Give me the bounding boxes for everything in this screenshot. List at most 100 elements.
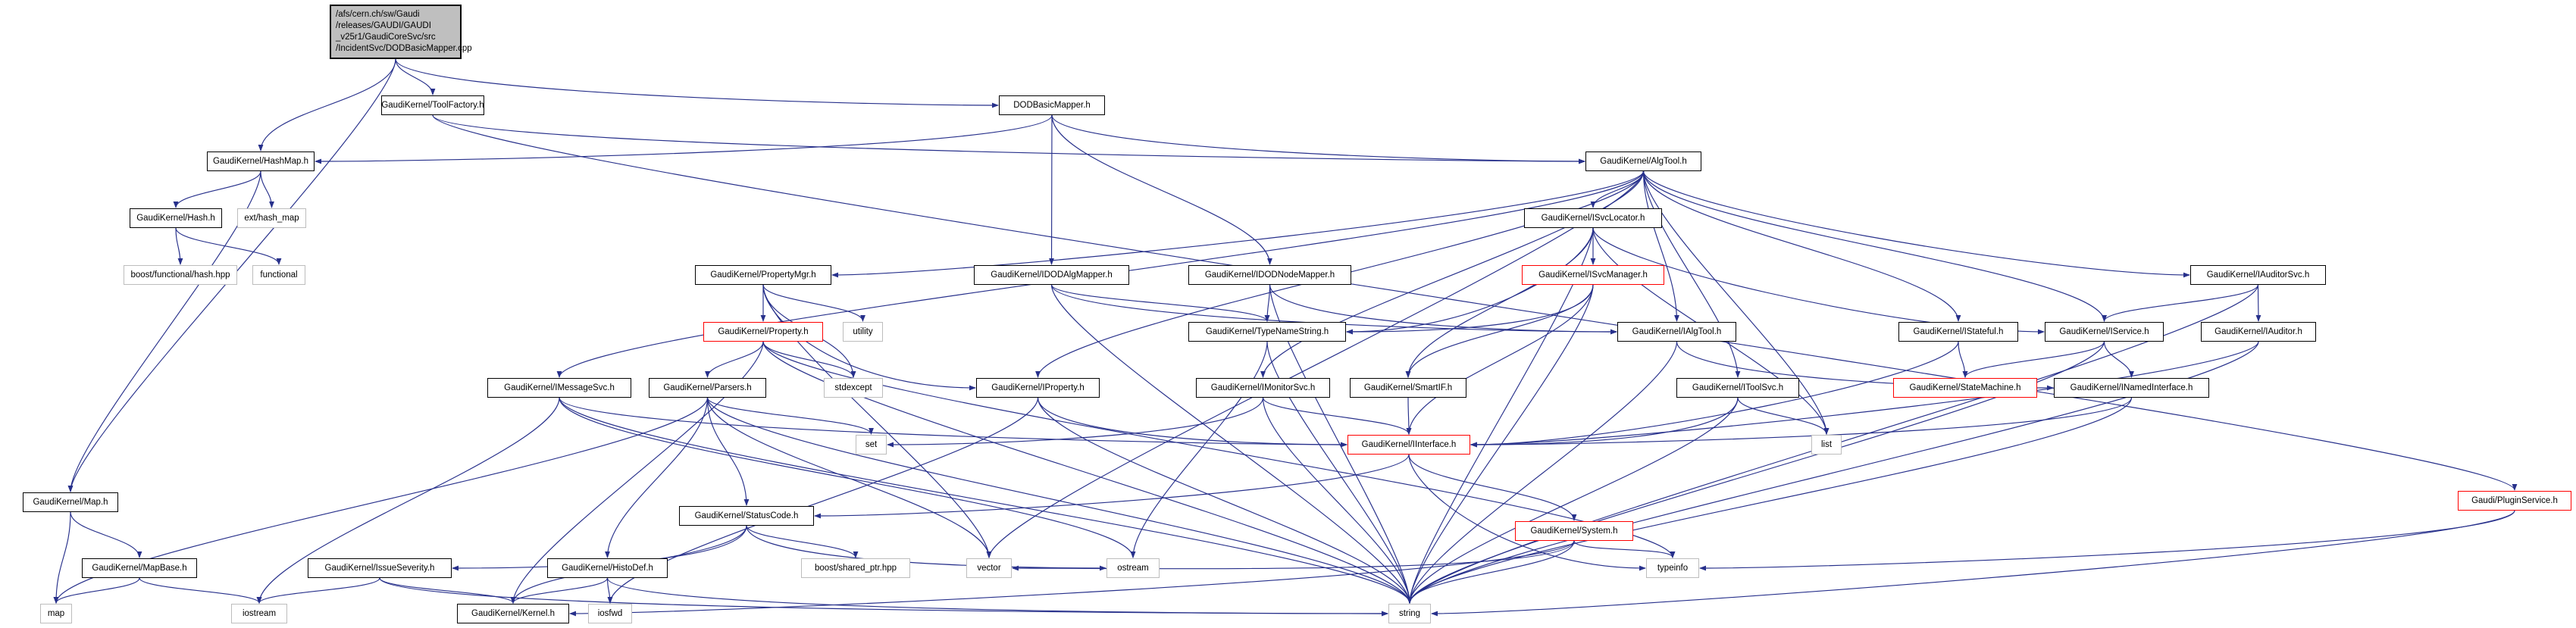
edge-system-typeinfo [1573,540,1676,558]
edge-istateful-iinterface [1470,341,1959,448]
edge-iinterface-statuscode [814,454,1410,519]
edge-dodbm-hashmap [315,114,1053,164]
edge-imessagesvc-string [559,397,1413,604]
edge-maph-mapbase [70,511,142,558]
graph-node-set: set [856,435,887,455]
edge-algtool-itoolsvc [1642,170,1741,378]
edge-inamedinterface-string [1407,397,2133,604]
edge-iproperty-iinterface [1037,397,1347,448]
graph-node-ostream: ostream [1106,558,1160,578]
edge-algtool-list [1642,170,1829,435]
graph-node-issueseverity[interactable]: GaudiKernel/IssueSeverity.h [308,558,452,578]
graph-node-maph[interactable]: GaudiKernel/Map.h [23,492,118,512]
edge-algtool-vector [986,170,1645,558]
edge-pluginservice-typeinfo [1699,510,2515,571]
graph-node-mapbase[interactable]: GaudiKernel/MapBase.h [82,558,197,578]
graph-node-main[interactable]: /afs/cern.ch/sw/Gaudi /releases/GAUDI/GA… [330,5,472,59]
edge-imonitorsvc-string [1262,397,1413,604]
edge-system-kernel [569,540,1575,617]
edge-algtool-iservice [1642,170,2107,322]
graph-node-statemachine[interactable]: GaudiKernel/StateMachine.h [1893,378,2037,398]
graph-node-iauditor[interactable]: GaudiKernel/IAuditor.h [2201,322,2316,342]
edge-parsers-set [706,397,874,435]
graph-node-toolfactory[interactable]: GaudiKernel/ToolFactory.h [381,95,484,115]
edge-toolfactory-pluginservice [432,114,2518,491]
edge-iproperty-iosfwd [607,397,1039,604]
graph-node-idodnode[interactable]: GaudiKernel/IDODNodeMapper.h [1188,265,1351,285]
graph-node-iservice[interactable]: GaudiKernel/IService.h [2045,322,2164,342]
graph-node-string: string [1388,604,1431,623]
graph-node-property[interactable]: GaudiKernel/Property.h [703,322,823,342]
edge-toolfactory-algtool [432,114,1585,164]
edge-hashmap-exthashmap [260,170,274,208]
graph-node-utility: utility [843,322,883,342]
graph-node-typeinfo: typeinfo [1646,558,1699,578]
graph-node-istateful[interactable]: GaudiKernel/IStateful.h [1898,322,2018,342]
edge-histodef-string [606,577,1388,617]
graph-node-imonitorsvc[interactable]: GaudiKernel/IMonitorSvc.h [1196,378,1330,398]
edge-main-toolfactory [395,58,436,95]
edge-idodalg-string [1050,284,1413,604]
graph-node-system[interactable]: GaudiKernel/System.h [1515,521,1633,541]
edge-isvcmanager-smartif [1405,284,1594,378]
edge-maph-mapstd [53,511,71,604]
graph-node-dodbm[interactable]: DODBasicMapper.h [999,95,1105,115]
edge-statuscode-sharedptr [746,525,859,558]
graph-node-histodef[interactable]: GaudiKernel/HistoDef.h [547,558,668,578]
edge-property-parsers [705,341,764,378]
graph-node-propertymgr[interactable]: GaudiKernel/PropertyMgr.h [695,265,831,285]
edge-isvcmanager-iinterface [1406,284,1594,435]
graph-node-hashmap[interactable]: GaudiKernel/HashMap.h [207,152,315,171]
edge-issueseverity-kernel [379,577,516,604]
graph-node-inamedinterface[interactable]: GaudiKernel/INamedInterface.h [2054,378,2209,398]
edge-iauditor-iinterface [1470,341,2259,448]
edge-hashmap-maph [67,170,261,492]
edge-istateful-statemachine [1958,341,1968,378]
edge-algtool-isvclocator [1590,170,1645,208]
graph-node-smartif[interactable]: GaudiKernel/SmartIF.h [1350,378,1466,398]
edge-imonitorsvc-iinterface [1262,397,1412,435]
graph-node-algtool[interactable]: GaudiKernel/AlgTool.h [1585,152,1701,171]
edge-typenamestring-string [1266,341,1413,604]
edge-smartif-iinterface [1406,397,1412,435]
graph-node-statuscode[interactable]: GaudiKernel/StatusCode.h [679,506,814,526]
edge-algtool-ialgtool [1642,170,1679,322]
graph-node-list: list [1811,435,1842,455]
edge-hash-hashhpp [175,227,183,265]
edge-mapbase-iostream [139,577,262,604]
graph-node-kernel[interactable]: GaudiKernel/Kernel.h [457,604,569,623]
graph-node-functional: functional [252,265,305,285]
edge-dodbm-idodnode [1051,114,1272,265]
graph-node-idodalg[interactable]: GaudiKernel/IDODAlgMapper.h [974,265,1129,285]
graph-node-iproperty[interactable]: GaudiKernel/IProperty.h [976,378,1100,398]
edge-parsers-histodef [605,397,709,558]
edge-main-hashmap [258,58,396,152]
edge-idodalg-typenamestring [1050,284,1270,322]
graph-node-ialgtool[interactable]: GaudiKernel/IAlgTool.h [1617,322,1736,342]
edge-isvcmanager-typenamestring [1346,284,1594,335]
edge-itoolsvc-list [1737,397,1829,435]
graph-node-hash[interactable]: GaudiKernel/Hash.h [130,208,222,228]
graph-node-parsers[interactable]: GaudiKernel/Parsers.h [649,378,766,398]
edge-algtool-imonitorsvc [1260,170,1645,378]
edge-imessagesvc-iostream [256,397,560,604]
edge-ialgtool-string [1407,341,1678,604]
graph-node-stdexcept: stdexcept [824,378,883,398]
graph-node-iinterface[interactable]: GaudiKernel/IInterface.h [1347,435,1470,455]
graph-node-imessagesvc[interactable]: GaudiKernel/IMessageSvc.h [487,378,631,398]
edge-iinterface-typeinfo [1408,454,1646,571]
graph-node-typenamestring[interactable]: GaudiKernel/TypeNameString.h [1188,322,1346,342]
graph-node-isvcmanager[interactable]: GaudiKernel/ISvcManager.h [1522,265,1664,285]
edge-iauditor-string [1407,341,2259,604]
graph-node-hashhpp: boost/functional/hash.hpp [124,265,237,285]
graph-node-pluginservice[interactable]: Gaudi/PluginService.h [2458,491,2571,511]
edge-iservice-inamedinterface [2103,341,2134,378]
edge-iauditorsvc-iauditor [2255,284,2261,322]
graph-node-itoolsvc[interactable]: GaudiKernel/IToolSvc.h [1676,378,1799,398]
edge-propertymgr-vector [762,284,992,558]
graph-node-isvclocator[interactable]: GaudiKernel/ISvcLocator.h [1524,208,1662,228]
edge-imessagesvc-iinterface [559,397,1347,448]
graph-node-iauditorsvc[interactable]: GaudiKernel/IAuditorSvc.h [2190,265,2326,285]
